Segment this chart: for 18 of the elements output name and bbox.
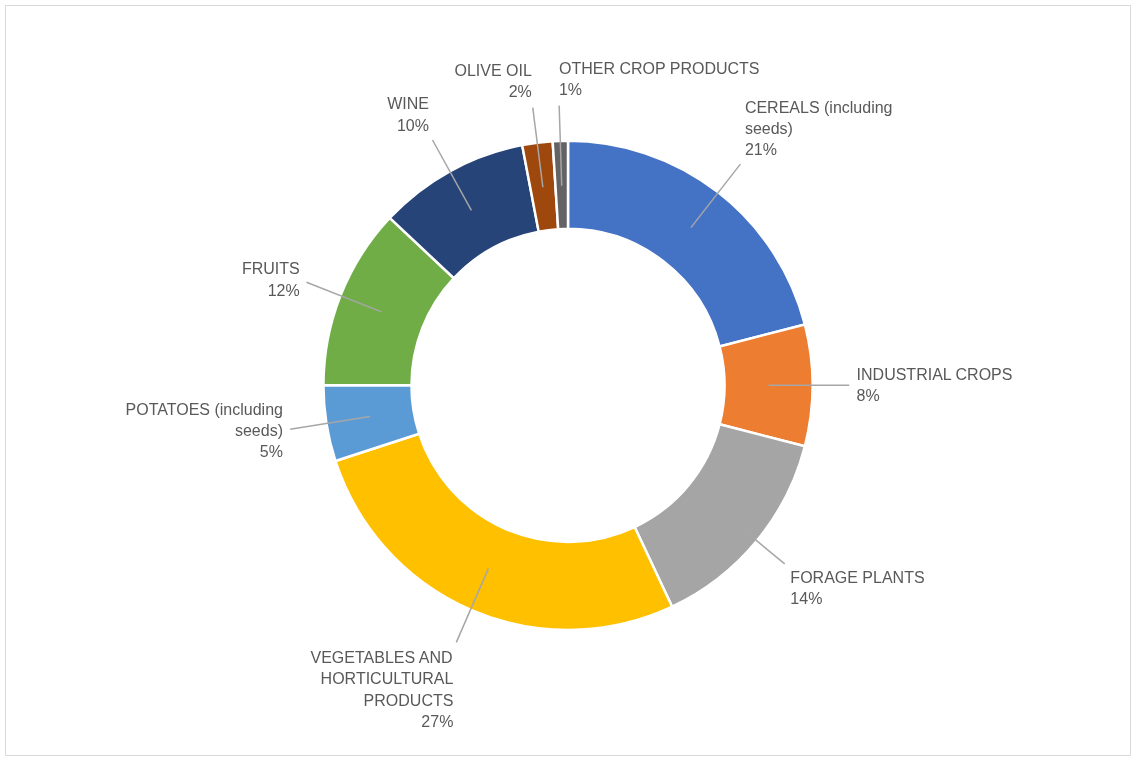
slice-label: POTATOES (including seeds) xyxy=(125,400,283,439)
data-label: 1% xyxy=(558,81,583,99)
data-label: 27% xyxy=(421,712,454,730)
slice-label: OLIVE OIL xyxy=(454,62,532,80)
slice-label: INDUSTRIAL CROPS xyxy=(856,366,1013,384)
slice-label: VEGETABLES AND HORTICULTURAL PRODUCTS xyxy=(310,649,454,709)
slice-label: CEREALS (including seeds) xyxy=(744,98,893,138)
data-label: 8% xyxy=(856,387,880,405)
data-label: 21% xyxy=(744,141,777,159)
data-label: 2% xyxy=(508,83,532,101)
data-label: 5% xyxy=(259,443,283,461)
slice-label: WINE xyxy=(387,95,429,113)
slice-label: FORAGE PLANTS xyxy=(790,568,925,586)
data-label: 12% xyxy=(267,281,300,299)
slice-label: OTHER CROP PRODUCTS xyxy=(558,59,760,77)
data-label: 14% xyxy=(790,589,823,607)
slice-label: FRUITS xyxy=(241,260,300,278)
data-label: 10% xyxy=(396,116,429,134)
